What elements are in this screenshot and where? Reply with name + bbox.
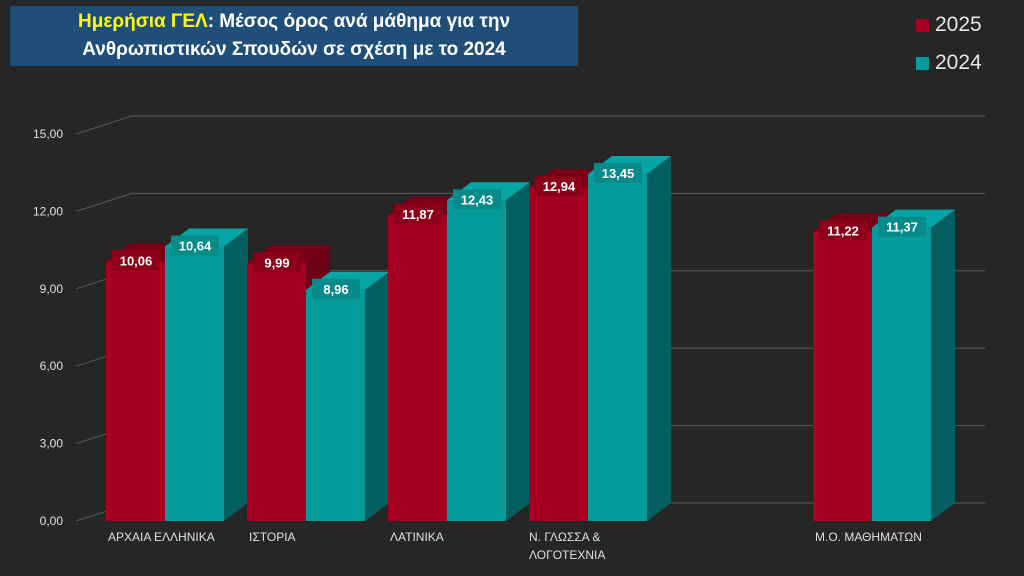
data-label: 8,96 xyxy=(323,282,348,297)
chart-title-line-1-rest: : Μέσος όρος ανά μάθημα για την xyxy=(207,11,511,32)
bar-side xyxy=(224,228,248,521)
data-label-bg xyxy=(819,220,867,241)
bar-2024-2 xyxy=(447,200,506,521)
chart-title-line-2: Ανθρωπιστικών Σπουδών σε σχέση με το 202… xyxy=(82,39,506,60)
x-tick-label: ΙΣΤΟΡΙΑ xyxy=(249,530,296,544)
data-label: 11,37 xyxy=(886,220,918,235)
data-label-bg xyxy=(312,278,360,299)
bar-2024-0 xyxy=(165,246,224,521)
bar-2024-1 xyxy=(306,289,365,521)
data-label-bg xyxy=(394,203,442,224)
x-tick-label: ΛΟΓΟΤΕΧΝΙΑ xyxy=(529,548,605,562)
legend-swatch-2024 xyxy=(916,56,929,70)
bar-2025-0 xyxy=(106,261,165,521)
y-tick-label: 12,00 xyxy=(33,204,63,218)
bar-2024-3 xyxy=(588,173,647,522)
legend-swatch-2025 xyxy=(916,18,929,32)
bar-side xyxy=(931,209,955,522)
legend-label-2024: 2024 xyxy=(935,51,982,74)
data-label: 11,87 xyxy=(402,207,434,222)
data-label-bg xyxy=(253,252,301,273)
legend-item-2024: 2024 xyxy=(916,44,982,82)
chart-title: Ημερήσια ΓΕΛ: Μέσος όρος ανά μάθημα για … xyxy=(10,6,578,66)
bar-2025-1 xyxy=(247,263,306,521)
y-tick-label: 9,00 xyxy=(40,282,64,296)
bar-side xyxy=(647,155,671,522)
chart-title-highlight: Ημερήσια ΓΕΛ xyxy=(77,11,208,32)
legend: 2025 2024 xyxy=(916,6,982,82)
bar-2024-4 xyxy=(872,227,931,522)
data-label-bg xyxy=(453,189,501,210)
gridline xyxy=(75,115,985,135)
y-tick-label: 0,00 xyxy=(40,514,64,528)
data-label: 13,45 xyxy=(602,166,635,181)
data-label: 9,99 xyxy=(264,255,289,270)
data-label: 11,22 xyxy=(827,224,859,239)
data-label: 10,06 xyxy=(120,253,153,268)
x-tick-label: Ν. ΓΛΩΣΣΑ & xyxy=(529,530,600,544)
bar-2025-2 xyxy=(388,214,447,521)
bar-2025-4 xyxy=(813,231,872,522)
data-label-bg xyxy=(112,250,160,271)
legend-item-2025: 2025 xyxy=(916,6,982,44)
data-label: 10,64 xyxy=(179,238,212,253)
legend-label-2025: 2025 xyxy=(935,13,982,36)
x-tick-label: ΑΡΧΑΙΑ ΕΛΛΗΝΙΚΑ xyxy=(108,530,215,544)
chart-title-line-1: Ημερήσια ΓΕΛ: Μέσος όρος ανά μάθημα για … xyxy=(10,8,578,36)
y-tick-label: 6,00 xyxy=(40,359,64,373)
data-label-bg xyxy=(878,216,926,237)
y-tick-label: 3,00 xyxy=(40,437,64,451)
data-label-bg xyxy=(594,162,642,183)
data-label-bg xyxy=(535,176,583,197)
gridline xyxy=(75,192,985,212)
x-tick-label: ΛΑΤΙΝΙΚΑ xyxy=(390,530,444,544)
data-label-bg xyxy=(171,235,219,256)
bar-side xyxy=(365,271,389,521)
x-tick-label: Μ.Ο. ΜΑΘΗΜΑΤΩΝ xyxy=(815,530,922,544)
bar-side xyxy=(506,182,530,521)
y-tick-label: 15,00 xyxy=(33,127,63,141)
data-label: 12,43 xyxy=(461,192,494,207)
data-label: 12,94 xyxy=(543,179,576,194)
bar-2025-3 xyxy=(529,187,588,521)
